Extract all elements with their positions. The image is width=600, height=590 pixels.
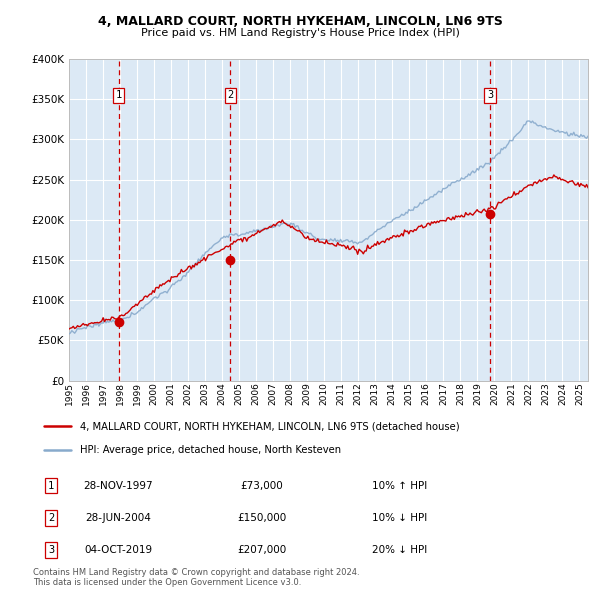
Text: 4, MALLARD COURT, NORTH HYKEHAM, LINCOLN, LN6 9TS: 4, MALLARD COURT, NORTH HYKEHAM, LINCOLN… (98, 15, 502, 28)
Text: 10% ↓ HPI: 10% ↓ HPI (372, 513, 427, 523)
Text: £73,000: £73,000 (241, 481, 283, 490)
Text: HPI: Average price, detached house, North Kesteven: HPI: Average price, detached house, Nort… (80, 445, 341, 455)
Text: 3: 3 (487, 90, 493, 100)
Text: 04-OCT-2019: 04-OCT-2019 (84, 545, 152, 555)
Text: 1: 1 (48, 481, 54, 490)
Text: 2: 2 (48, 513, 54, 523)
Text: 10% ↑ HPI: 10% ↑ HPI (372, 481, 427, 490)
Text: 4, MALLARD COURT, NORTH HYKEHAM, LINCOLN, LN6 9TS (detached house): 4, MALLARD COURT, NORTH HYKEHAM, LINCOLN… (80, 421, 460, 431)
Text: Contains HM Land Registry data © Crown copyright and database right 2024.
This d: Contains HM Land Registry data © Crown c… (33, 568, 359, 587)
Text: 1: 1 (115, 90, 122, 100)
Text: 2: 2 (227, 90, 233, 100)
Text: £150,000: £150,000 (237, 513, 286, 523)
Text: 3: 3 (48, 545, 54, 555)
Text: 28-NOV-1997: 28-NOV-1997 (83, 481, 153, 490)
Text: 28-JUN-2004: 28-JUN-2004 (85, 513, 151, 523)
Text: 20% ↓ HPI: 20% ↓ HPI (372, 545, 427, 555)
Text: £207,000: £207,000 (237, 545, 286, 555)
Text: Price paid vs. HM Land Registry's House Price Index (HPI): Price paid vs. HM Land Registry's House … (140, 28, 460, 38)
